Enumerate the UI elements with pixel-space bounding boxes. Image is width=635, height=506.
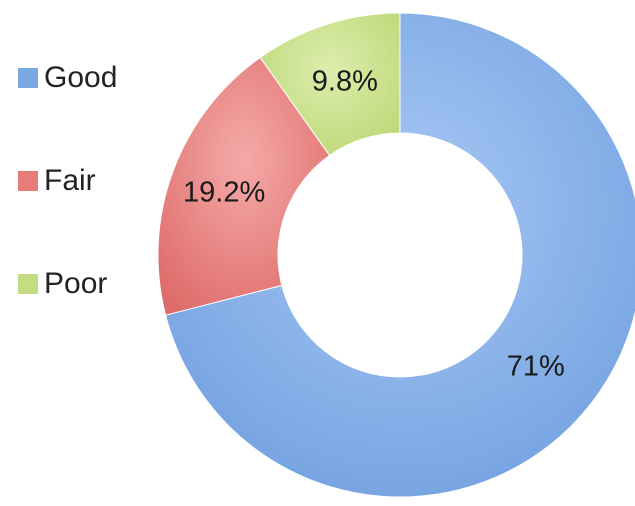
slice-poor [259, 12, 401, 157]
legend-item-poor: Poor [18, 264, 117, 304]
legend-item-good: Good [18, 58, 117, 98]
chart-legend: Good Fair Poor [18, 58, 117, 367]
legend-label-fair: Fair [44, 164, 96, 197]
slice-labels: 71% 19.2% 9.8% [183, 66, 565, 383]
slice-good [164, 12, 635, 498]
legend-item-fair: Fair [18, 161, 117, 201]
legend-swatch-fair [18, 171, 38, 191]
slice-label-fair: 19.2% [183, 176, 265, 208]
legend-label-poor: Poor [44, 267, 108, 300]
donut-slices [157, 12, 635, 498]
slice-label-poor: 9.8% [312, 66, 378, 98]
slice-label-good: 71% [507, 351, 565, 383]
slice-fair [157, 56, 331, 316]
legend-swatch-poor [18, 274, 38, 294]
legend-label-good: Good [44, 61, 118, 94]
legend-swatch-good [18, 68, 38, 88]
